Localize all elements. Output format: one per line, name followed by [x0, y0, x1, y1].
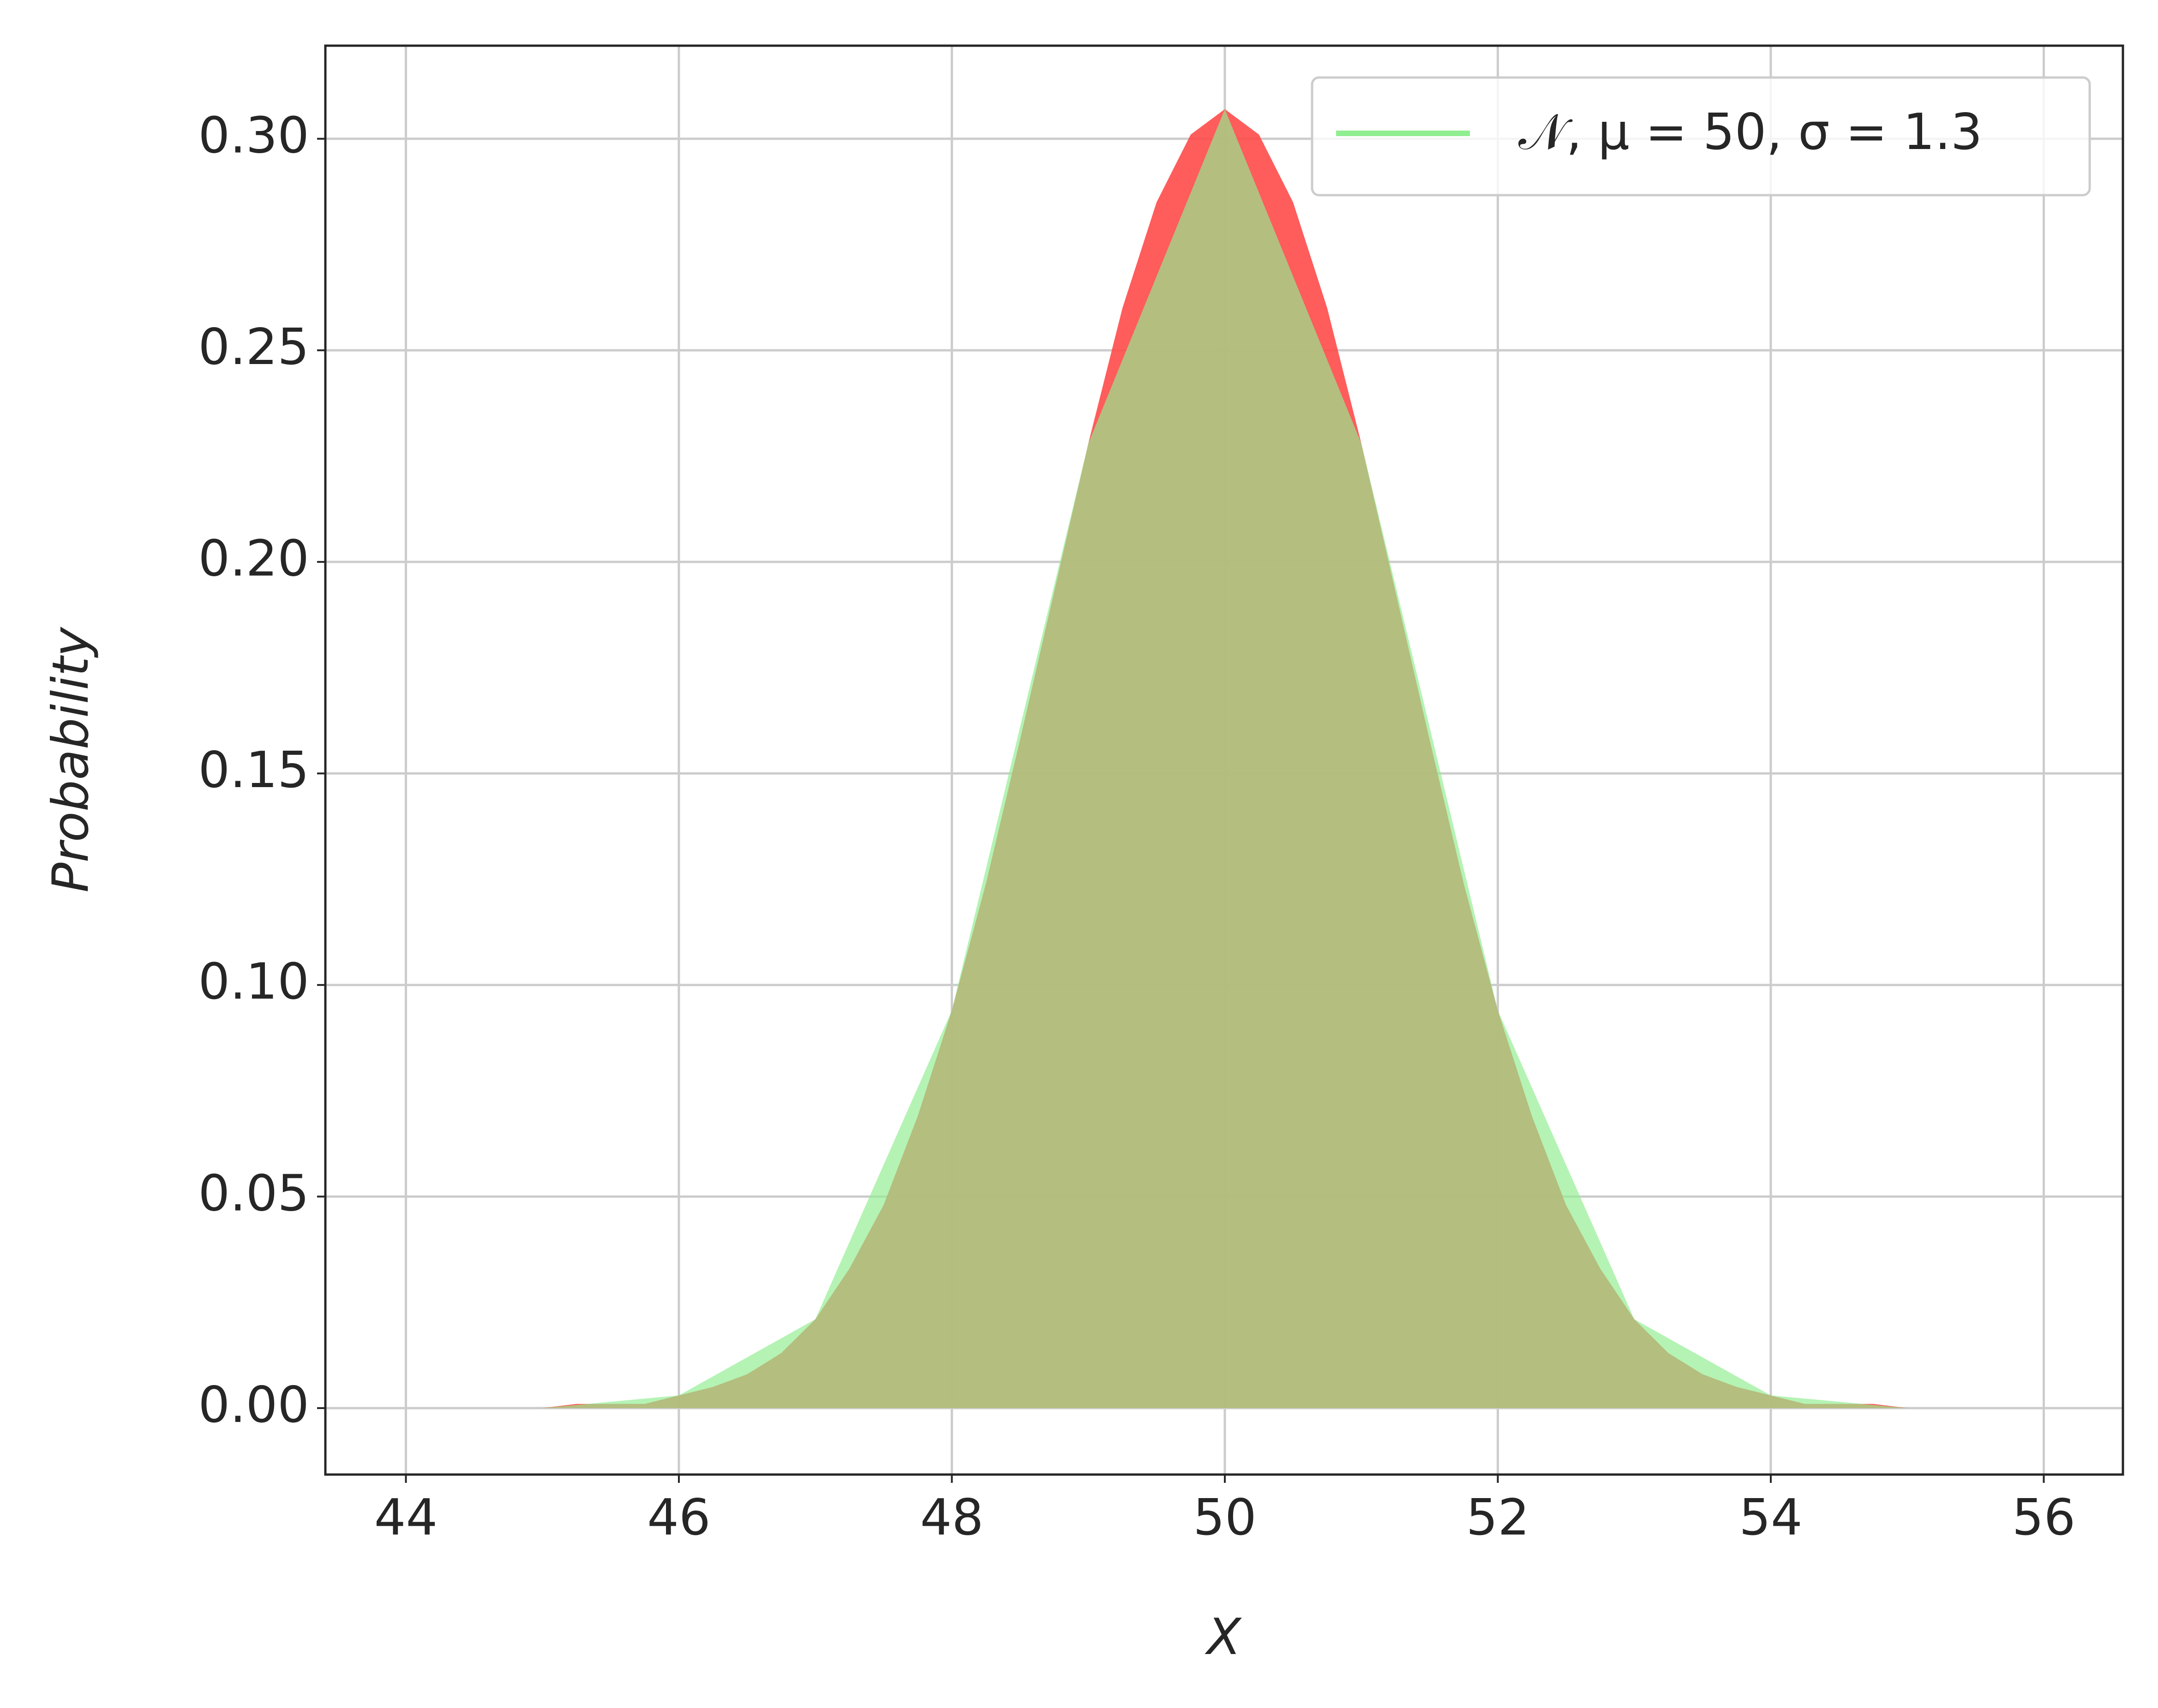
- legend-box: [1311, 76, 2091, 197]
- y-axis-label: Probability: [42, 626, 100, 892]
- x-tick-label: 48: [920, 1489, 983, 1547]
- y-tick-label: 0.20: [198, 530, 309, 588]
- x-tick-label: 52: [1466, 1489, 1529, 1547]
- x-tick-label: 50: [1193, 1489, 1256, 1547]
- x-tick-label: 44: [374, 1489, 438, 1547]
- legend-label: 𝒩, μ = 50, σ = 1.3: [1518, 103, 1982, 161]
- x-axis-label: X: [1205, 1608, 1242, 1666]
- y-tick-label: 0.15: [198, 741, 309, 799]
- x-tick-label: 54: [1739, 1489, 1802, 1547]
- y-tick-label: 0.05: [198, 1165, 309, 1222]
- area: [542, 109, 1907, 1409]
- legend: 𝒩, μ = 50, σ = 1.3: [1311, 76, 2091, 197]
- plot-frame: [324, 44, 2124, 1476]
- y-tick-label: 0.10: [198, 953, 309, 1011]
- x-tick-label: 46: [647, 1489, 710, 1547]
- y-tick-label: 0.00: [198, 1376, 309, 1434]
- y-tick-label: 0.30: [198, 107, 309, 165]
- x-tick-label: 56: [2012, 1489, 2075, 1547]
- y-tick-label: 0.25: [198, 318, 309, 376]
